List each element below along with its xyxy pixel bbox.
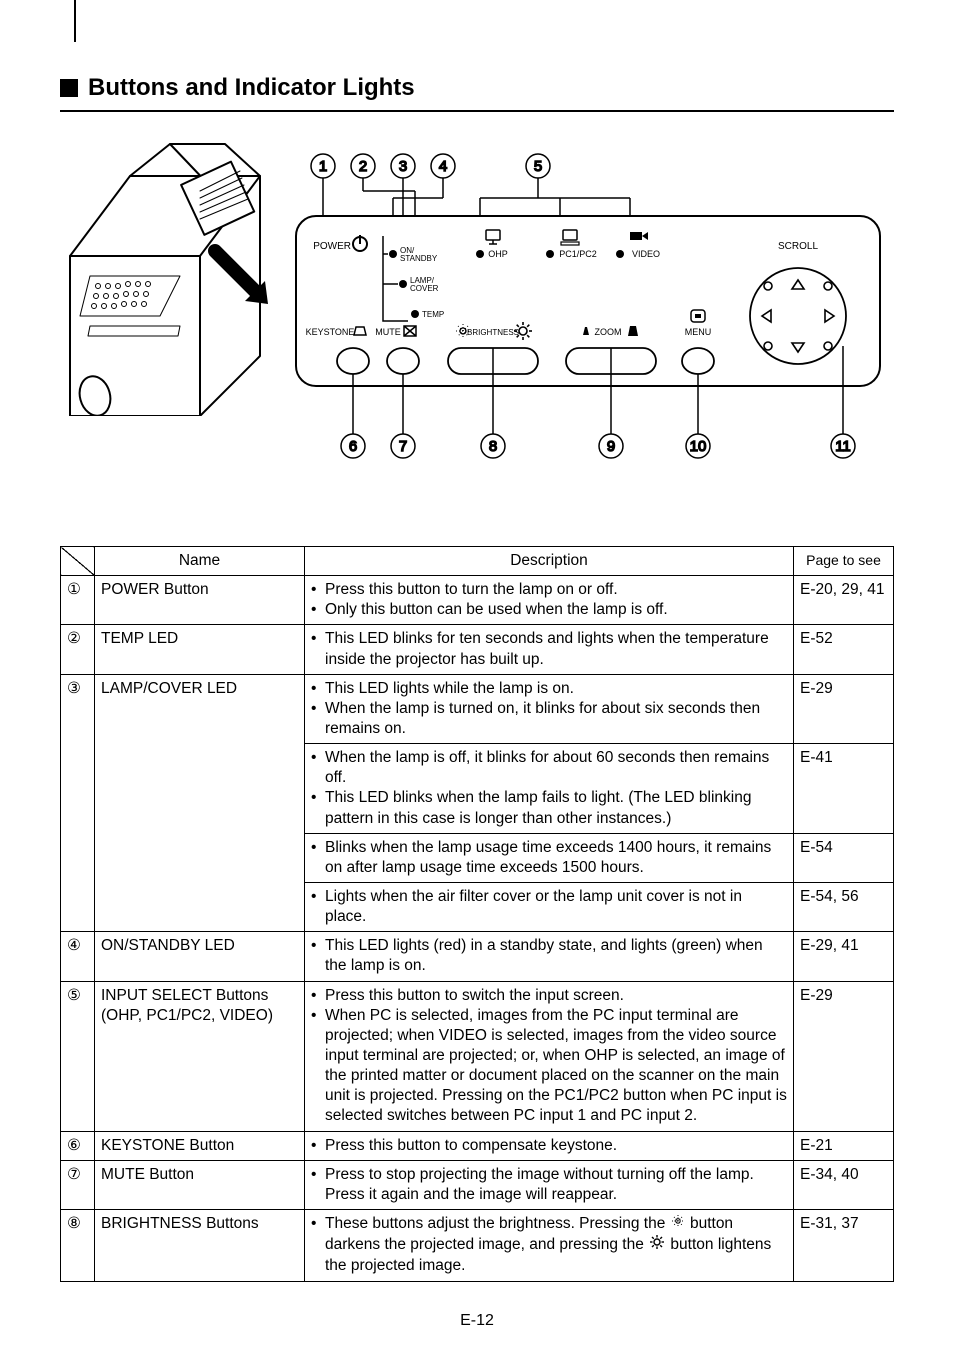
callout-7: 7 <box>399 438 407 455</box>
cell-name: ON/STANDBY LED <box>95 932 305 981</box>
temp-led-icon <box>411 310 419 318</box>
page-number: E-12 <box>60 1312 894 1330</box>
cell-num: ⑤ <box>61 981 95 1131</box>
table-row: ④ON/STANDBY LED•This LED lights (red) in… <box>61 932 894 981</box>
controls-table: Name Description Page to see ①POWER Butt… <box>60 546 894 1282</box>
brightness-bright-inline-icon <box>648 1234 666 1256</box>
cell-page: E-34, 40 <box>794 1160 894 1209</box>
onstandby-led-icon <box>389 250 397 258</box>
cell-name: MUTE Button <box>95 1160 305 1209</box>
cell-description: •Lights when the air filter cover or the… <box>305 882 794 931</box>
cell-description: •This LED lights (red) in a standby stat… <box>305 932 794 981</box>
lampcover-led-icon <box>399 280 407 288</box>
pc-select-dot <box>546 250 554 258</box>
header-description: Description <box>305 547 794 576</box>
section-heading: Buttons and Indicator Lights <box>60 74 894 102</box>
cell-description: •When the lamp is off, it blinks for abo… <box>305 744 794 834</box>
mute-button[interactable] <box>387 348 419 374</box>
cell-page: E-52 <box>794 625 894 674</box>
cell-description: •Blinks when the lamp usage time exceeds… <box>305 833 794 882</box>
cell-num: ⑥ <box>61 1131 95 1160</box>
callout-10: 10 <box>690 438 707 455</box>
cell-name: TEMP LED <box>95 625 305 674</box>
heading-bullet-icon <box>60 79 78 97</box>
label-brightness: BRIGHTNESS <box>467 328 519 337</box>
header-num <box>61 547 95 576</box>
label-menu: MENU <box>685 327 712 337</box>
brightness-dark-inline-icon <box>670 1214 686 1234</box>
cell-num: ④ <box>61 932 95 981</box>
callout-3: 3 <box>399 158 407 175</box>
label-pc: PC1/PC2 <box>559 249 597 259</box>
cell-page: E-21 <box>794 1131 894 1160</box>
menu-button[interactable] <box>682 348 714 374</box>
projector-sketch <box>60 136 270 416</box>
label-mute: MUTE <box>375 327 401 337</box>
callout-2: 2 <box>359 158 367 175</box>
label-video: VIDEO <box>632 249 660 259</box>
cell-name: POWER Button <box>95 576 305 625</box>
callout-11: 11 <box>835 438 851 455</box>
cell-description: •These buttons adjust the brightness. Pr… <box>305 1209 794 1281</box>
cell-num: ① <box>61 576 95 625</box>
cell-description: •This LED lights while the lamp is on.•W… <box>305 674 794 743</box>
callout-4: 4 <box>439 158 447 175</box>
table-row: ⑦MUTE Button•Press to stop projecting th… <box>61 1160 894 1209</box>
cell-num: ⑧ <box>61 1209 95 1281</box>
heading-text: Buttons and Indicator Lights <box>88 74 415 102</box>
cell-page: E-41 <box>794 744 894 834</box>
cell-name: INPUT SELECT Buttons (OHP, PC1/PC2, VIDE… <box>95 981 305 1131</box>
label-zoom: ZOOM <box>595 327 622 337</box>
callout-9: 9 <box>607 438 615 455</box>
callout-5: 5 <box>534 158 542 175</box>
cell-name: BRIGHTNESS Buttons <box>95 1209 305 1281</box>
heading-underline <box>60 110 894 112</box>
cell-page: E-20, 29, 41 <box>794 576 894 625</box>
video-select-dot <box>616 250 624 258</box>
cell-page: E-31, 37 <box>794 1209 894 1281</box>
cell-page: E-54, 56 <box>794 882 894 931</box>
control-panel-diagram: 1 2 3 4 5 <box>288 136 888 496</box>
label-keystone: KEYSTONE <box>306 327 355 337</box>
cell-description: •This LED blinks for ten seconds and lig… <box>305 625 794 674</box>
callout-8: 8 <box>489 438 497 455</box>
cell-description: •Press to stop projecting the image with… <box>305 1160 794 1209</box>
header-name: Name <box>95 547 305 576</box>
diagram-area: 1 2 3 4 5 <box>60 136 894 496</box>
table-header-row: Name Description Page to see <box>61 547 894 576</box>
cell-description: •Press this button to switch the input s… <box>305 981 794 1131</box>
cell-num: ② <box>61 625 95 674</box>
callout-1: 1 <box>319 158 327 175</box>
ohp-select-dot <box>476 250 484 258</box>
cell-page: E-54 <box>794 833 894 882</box>
cell-description: •Press this button to turn the lamp on o… <box>305 576 794 625</box>
cell-name: LAMP/COVER LED <box>95 674 305 932</box>
cell-name: KEYSTONE Button <box>95 1131 305 1160</box>
table-row: ③LAMP/COVER LED•This LED lights while th… <box>61 674 894 743</box>
page-top-rule <box>74 0 76 42</box>
cell-description: •Press this button to compensate keyston… <box>305 1131 794 1160</box>
label-temp: TEMP <box>422 310 444 319</box>
cell-num: ③ <box>61 674 95 932</box>
table-row: ⑥KEYSTONE Button•Press this button to co… <box>61 1131 894 1160</box>
label-ohp: OHP <box>488 249 508 259</box>
table-row: ⑧BRIGHTNESS Buttons•These buttons adjust… <box>61 1209 894 1281</box>
label-scroll: SCROLL <box>778 241 818 252</box>
table-row: ②TEMP LED•This LED blinks for ten second… <box>61 625 894 674</box>
table-row: ①POWER Button•Press this button to turn … <box>61 576 894 625</box>
cell-page: E-29, 41 <box>794 932 894 981</box>
callout-6: 6 <box>349 438 357 455</box>
label-power: POWER <box>313 241 351 252</box>
header-page: Page to see <box>794 547 894 576</box>
cell-page: E-29 <box>794 981 894 1131</box>
cell-num: ⑦ <box>61 1160 95 1209</box>
cell-page: E-29 <box>794 674 894 743</box>
table-row: ⑤INPUT SELECT Buttons (OHP, PC1/PC2, VID… <box>61 981 894 1131</box>
keystone-button[interactable] <box>337 348 369 374</box>
